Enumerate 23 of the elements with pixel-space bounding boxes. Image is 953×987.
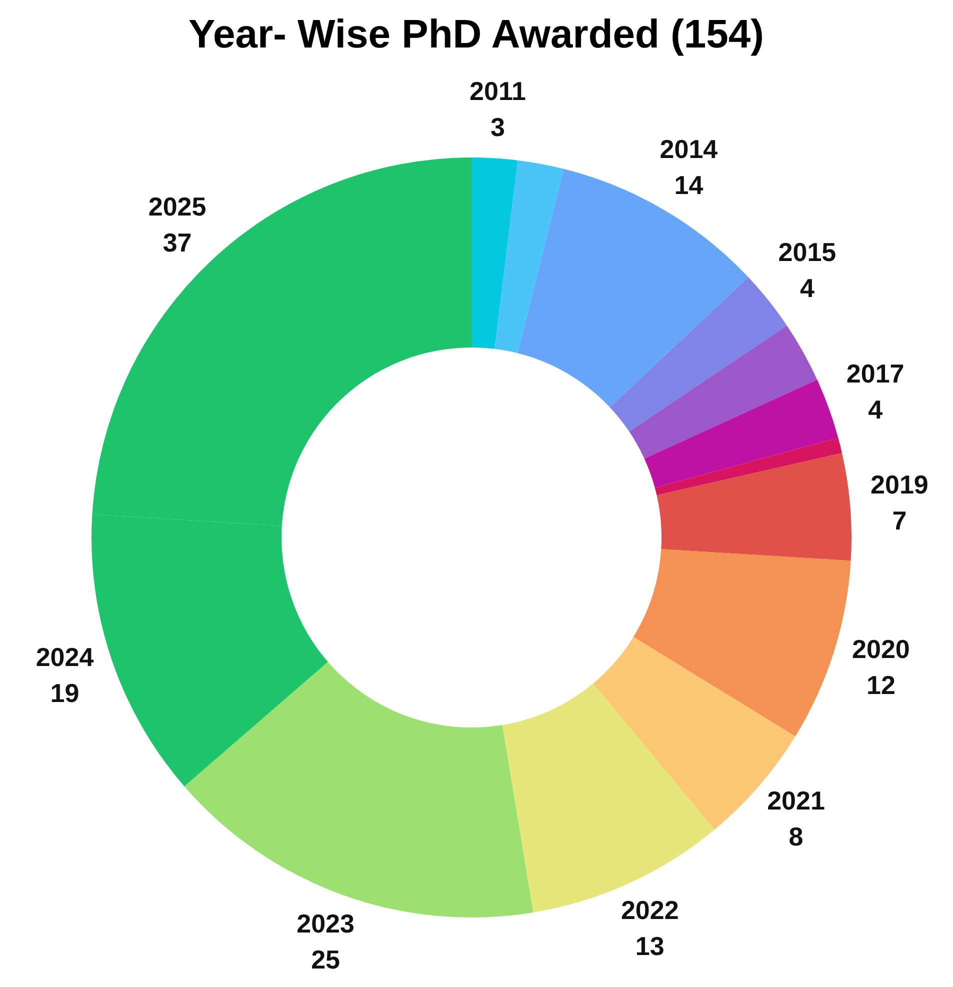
slice-label: 2011 [470,76,526,106]
data-label: 13 [635,931,664,962]
data-label: 4 [868,394,884,425]
slice-label: 2024 [36,642,94,672]
slice-label: 2014 [660,134,718,164]
data-label: 19 [50,678,80,708]
data-label: 7 [892,506,907,536]
chart-title: Year- Wise PhD Awarded (154) [188,12,764,56]
data-label: 14 [674,170,704,200]
data-label: 25 [311,944,340,974]
slice-label: 2020 [852,634,910,664]
slice-label: 2023 [296,908,354,938]
slice-label: 2025 [148,192,206,222]
slice-label: 2019 [870,470,928,500]
data-label: 12 [866,670,896,700]
slice-label: 2022 [620,895,679,926]
slice-label: 2015 [778,236,836,267]
slice-label: 2017 [846,358,904,389]
slice-label: 2021 [767,786,825,816]
data-label: 37 [162,228,192,258]
data-label: 4 [800,272,815,303]
data-label: 3 [490,112,505,142]
data-label: 8 [788,822,804,852]
